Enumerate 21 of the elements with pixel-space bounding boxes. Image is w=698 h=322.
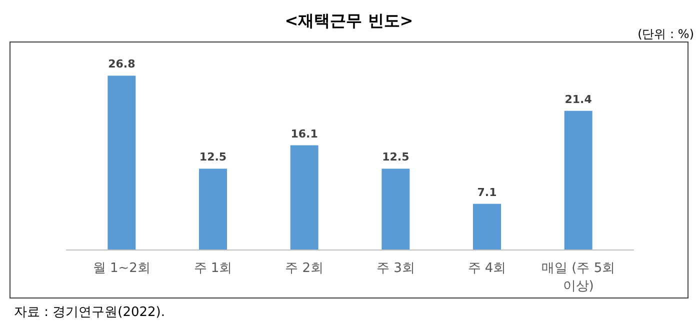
x-tick-label: 주 1회 [194, 261, 232, 276]
text: 자료 : 경기연구원(2022). [14, 305, 166, 320]
bar [108, 76, 136, 250]
x-tick-label: 월 1~2회 [92, 261, 150, 276]
bar [473, 204, 501, 250]
text: (단위 : %) [638, 27, 694, 41]
data-label: 7.1 [477, 186, 497, 199]
x-tick-label: 주 3회 [376, 261, 415, 276]
data-label: 12.5 [382, 150, 410, 164]
bar [290, 145, 318, 250]
data-label: 21.4 [564, 92, 592, 106]
x-tick-label: 주 2회 [285, 261, 324, 276]
bar [199, 168, 227, 250]
bar [382, 168, 410, 250]
chart-title: <재택근무 빈도> [284, 11, 414, 30]
bar [564, 110, 592, 250]
x-tick-label: 매일 (주 5회 이상) [542, 261, 616, 294]
x-tick-label: 주 4회 [468, 261, 506, 276]
data-label: 12.5 [199, 150, 227, 164]
data-label: 16.1 [290, 127, 318, 140]
data-label: 26.8 [108, 58, 136, 71]
